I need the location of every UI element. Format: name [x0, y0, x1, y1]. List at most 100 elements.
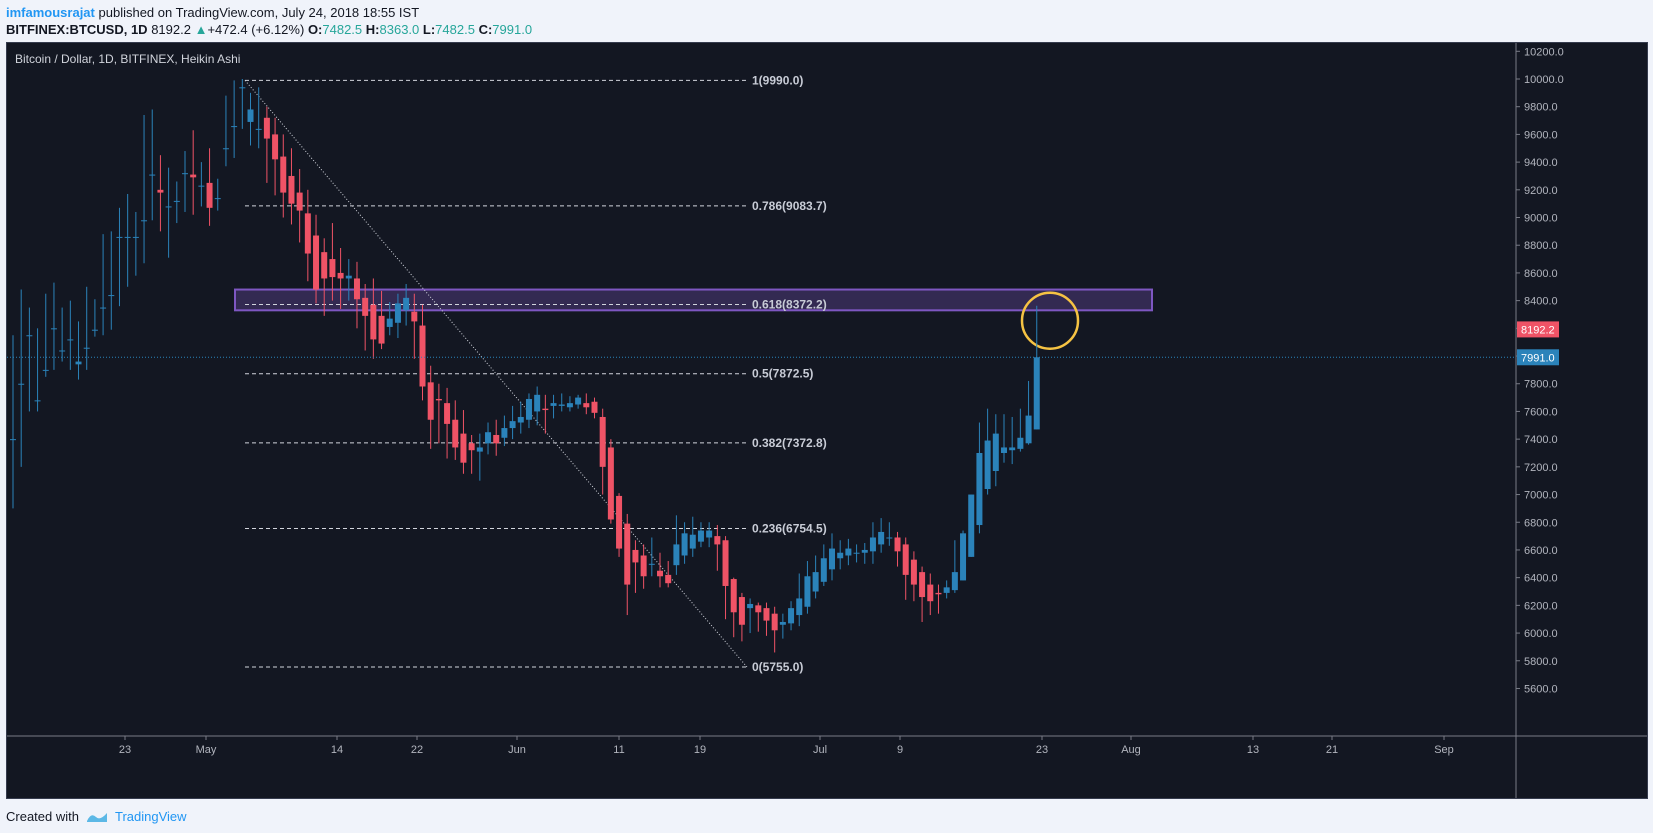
candle-body	[632, 549, 639, 563]
candle-body	[370, 304, 377, 340]
candle-body	[468, 443, 475, 451]
x-tick-label: 9	[897, 744, 903, 756]
candle-body	[1033, 357, 1040, 430]
candle-body	[255, 128, 262, 130]
candle-body	[943, 587, 950, 593]
candle-body	[411, 311, 418, 322]
y-tick-label: 7400.0	[1524, 434, 1558, 446]
y-tick-label: 6600.0	[1524, 545, 1558, 557]
candle-body	[747, 603, 754, 609]
candle-body	[91, 329, 98, 331]
candle-body	[362, 297, 369, 316]
candle-body	[509, 421, 516, 429]
author-link[interactable]: imfamousrajat	[6, 5, 95, 20]
candle-body	[722, 540, 729, 586]
candle-body	[919, 572, 926, 598]
candles	[10, 79, 1040, 653]
candle-body	[869, 537, 876, 552]
candle-body	[804, 576, 811, 607]
close-label: C:	[478, 22, 493, 37]
candle-body	[607, 447, 614, 520]
y-tick-label: 8800.0	[1524, 240, 1558, 252]
candle-body	[214, 198, 221, 200]
x-tick-label: 14	[331, 744, 343, 756]
candle-body	[18, 383, 25, 385]
candle-body	[345, 275, 352, 279]
close-value: 7991.0	[492, 22, 533, 37]
tradingview-brand-link[interactable]: TradingView	[114, 809, 187, 824]
y-tick-label: 6400.0	[1524, 573, 1558, 585]
y-tick-label: 9600.0	[1524, 129, 1558, 141]
y-tick-label: 7600.0	[1524, 406, 1558, 418]
candle-body	[706, 530, 713, 538]
candle-body	[886, 537, 893, 539]
candle-body	[353, 278, 360, 300]
candle-body	[681, 533, 688, 556]
candle-body	[927, 584, 934, 602]
fib-trend-line	[244, 80, 748, 668]
candle-body	[493, 434, 500, 444]
x-tick-label: Jun	[508, 744, 526, 756]
candle-body	[173, 200, 180, 202]
y-tick-label: 10200.0	[1524, 46, 1564, 58]
candle-body	[435, 398, 442, 401]
chart-area[interactable]: Bitcoin / Dollar, 1D, BITFINEX, Heikin A…	[6, 42, 1648, 799]
y-tick-label: 8400.0	[1524, 296, 1558, 308]
created-with-text: Created with	[6, 809, 79, 824]
candle-body	[845, 548, 852, 556]
candle-body	[378, 315, 385, 344]
y-tick-label: 9800.0	[1524, 102, 1558, 114]
candle-body	[10, 439, 16, 441]
candle-body	[132, 236, 139, 238]
candle-body	[517, 416, 524, 423]
low-label: L:	[422, 22, 436, 37]
price-chart[interactable]: Bitcoin / Dollar, 1D, BITFINEX, Heikin A…	[7, 43, 1647, 798]
candle-body	[599, 416, 606, 467]
candle-body	[837, 552, 844, 559]
candle-body	[902, 544, 909, 575]
candle-body	[181, 173, 188, 175]
candle-body	[485, 432, 492, 444]
price-tag	[1517, 321, 1559, 338]
candle-body	[108, 295, 115, 297]
candle-body	[321, 252, 328, 279]
candle-body	[894, 537, 901, 552]
candle-body	[1000, 447, 1007, 453]
fib-level-label: 0.236(6754.5)	[752, 522, 827, 536]
candle-body	[165, 206, 172, 208]
candle-body	[83, 347, 90, 349]
candle-body	[26, 335, 33, 337]
candle-body	[640, 555, 647, 577]
candle-body	[616, 495, 623, 549]
x-tick-label: 19	[694, 744, 706, 756]
candle-body	[550, 403, 557, 406]
x-tick-label: May	[196, 744, 217, 756]
x-tick-label: Aug	[1121, 744, 1141, 756]
candle-body	[452, 419, 459, 448]
symbol-info-bar: BITFINEX:BTCUSD, 1D 8192.2 ▲+472.4 (+6.1…	[6, 22, 532, 37]
open-label: O:	[307, 22, 323, 37]
fib-level-label: 0(5755.0)	[752, 660, 803, 674]
high-value: 8363.0	[379, 22, 420, 37]
candle-body	[583, 403, 590, 408]
highlight-circle	[1020, 291, 1080, 350]
candle-body	[263, 117, 270, 139]
candle-body	[59, 350, 66, 352]
high-label: H:	[365, 22, 380, 37]
symbol-name[interactable]: BITFINEX:BTCUSD, 1D	[6, 22, 148, 37]
candle-body	[624, 523, 631, 585]
candle-body	[34, 400, 41, 402]
candle-body	[42, 369, 49, 371]
open-value: 7482.5	[322, 22, 363, 37]
candle-body	[239, 87, 246, 89]
x-tick-label: 11	[613, 744, 624, 756]
candle-body	[673, 544, 680, 566]
candle-body	[419, 325, 426, 387]
fib-level-label: 0.5(7872.5)	[752, 367, 813, 381]
candle-body	[403, 297, 410, 311]
fibonacci-retracement[interactable]: 1(9990.0) 0.786(9083.7) 0.618(8372.2) 0.5(7…	[234, 73, 1153, 674]
fib-level-label: 0.618(8372.2)	[752, 297, 827, 311]
x-tick-label: 13	[1247, 744, 1259, 756]
candle-body	[861, 549, 868, 553]
candle-body	[149, 174, 156, 176]
